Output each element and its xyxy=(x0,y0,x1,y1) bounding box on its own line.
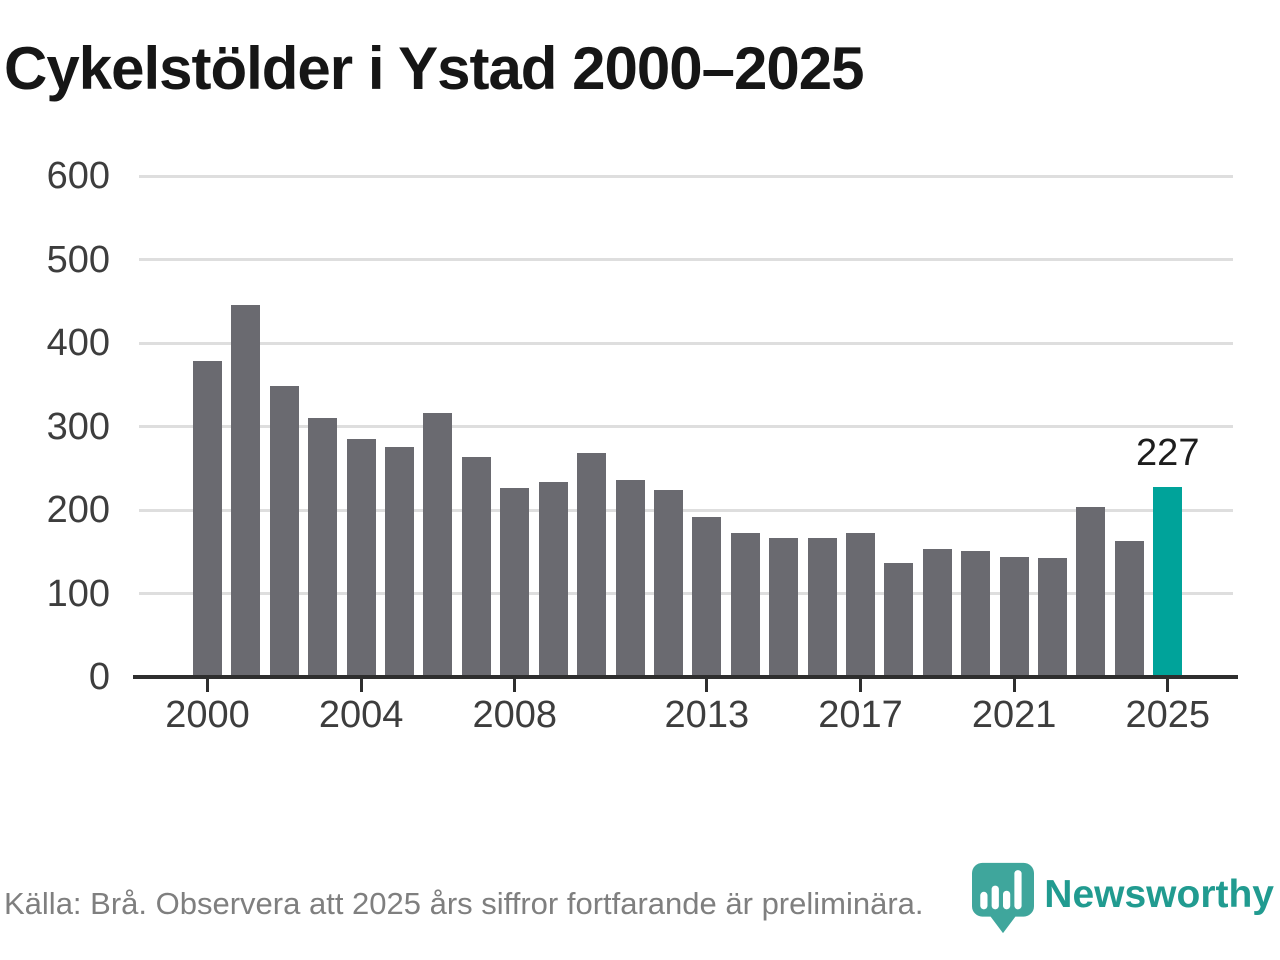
bar-2012 xyxy=(653,489,683,677)
x-tick-2004 xyxy=(359,679,363,692)
x-axis-label-2025: 2025 xyxy=(1125,694,1211,736)
bar-2016 xyxy=(807,537,837,677)
bar-value-annotation: 227 xyxy=(1136,432,1200,475)
bar-2003 xyxy=(308,418,338,677)
bar-2009 xyxy=(538,482,568,677)
bar-2000 xyxy=(193,361,222,677)
bar-2010 xyxy=(577,453,607,677)
x-tick-2008 xyxy=(513,679,517,692)
x-axis-label-2013: 2013 xyxy=(664,694,750,736)
y-axis-label-100: 100 xyxy=(46,572,110,615)
x-tick-2013 xyxy=(705,679,709,692)
bar-2007 xyxy=(461,456,491,677)
bar-2019 xyxy=(922,549,952,677)
gridline-y-200 xyxy=(139,508,1233,512)
bar-2023 xyxy=(1076,506,1106,677)
bar-2011 xyxy=(615,479,645,677)
bar-2008 xyxy=(500,488,530,677)
x-axis-label-2017: 2017 xyxy=(818,694,903,736)
x-axis-label-2004: 2004 xyxy=(318,694,404,736)
gridline-y-500 xyxy=(139,258,1233,261)
y-axis-label-200: 200 xyxy=(46,489,110,531)
brand-logo: Newsworthy xyxy=(972,860,1274,936)
y-axis-label-400: 400 xyxy=(46,322,110,364)
page-title: Cykelstölder i Ystad 2000–2025 xyxy=(4,35,864,102)
y-axis-label-600: 600 xyxy=(46,155,110,197)
bar-2006 xyxy=(423,413,453,677)
gridline-y-600 xyxy=(139,174,1233,178)
gridline-y-300 xyxy=(139,425,1233,428)
bar-2014 xyxy=(730,532,760,677)
x-tick-2025 xyxy=(1166,679,1170,692)
x-axis-label-2021: 2021 xyxy=(971,694,1057,736)
newsworthy-pin-icon xyxy=(972,862,1035,934)
plot-area: 0 100 200 300 400 500 600 2000 2004 2008 2013 2017 2… xyxy=(47,155,1238,736)
bar-2005 xyxy=(385,446,415,677)
y-axis-label-300: 300 xyxy=(46,405,110,448)
x-tick-2017 xyxy=(858,679,862,692)
bar-2021 xyxy=(999,556,1029,677)
gridline-y-400 xyxy=(139,341,1233,345)
bar-2020 xyxy=(961,550,991,677)
bar-2002 xyxy=(269,385,299,677)
x-axis-label-2000: 2000 xyxy=(165,694,250,736)
brand-name: Newsworthy xyxy=(1044,873,1274,916)
bar-2024 xyxy=(1114,540,1144,677)
x-axis-label-2008: 2008 xyxy=(472,694,558,736)
bar-2001 xyxy=(231,305,261,677)
y-axis-label-500: 500 xyxy=(46,238,110,281)
bar-2018 xyxy=(884,563,914,677)
bar-2004 xyxy=(346,439,376,677)
y-axis-label-0: 0 xyxy=(88,656,110,698)
x-tick-2021 xyxy=(1012,679,1016,692)
x-axis-line xyxy=(133,675,1238,679)
source-note: Källa: Brå. Observera att 2025 års siffr… xyxy=(4,886,924,921)
bar-2022 xyxy=(1038,557,1068,677)
bar-2013 xyxy=(692,516,722,677)
bar-2017 xyxy=(845,533,875,677)
bar-2015 xyxy=(769,538,799,677)
x-tick-2000 xyxy=(206,679,209,692)
bar-2025 xyxy=(1153,487,1183,677)
gridline-y-100 xyxy=(139,592,1233,595)
